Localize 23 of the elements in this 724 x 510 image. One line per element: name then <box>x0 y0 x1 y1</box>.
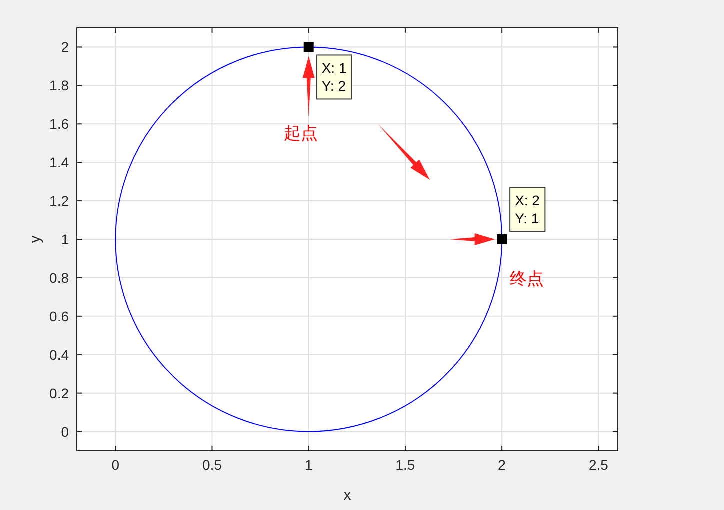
y-tick-label: 0.8 <box>50 270 70 286</box>
y-tick-label: 0.2 <box>50 385 70 402</box>
y-tick-label: 0 <box>61 424 70 440</box>
y-tick-label: 1.4 <box>50 154 70 171</box>
y-tick-label: 1.6 <box>50 116 70 132</box>
x-tick-label: 1.5 <box>396 457 416 473</box>
y-tick-label: 2 <box>61 39 70 56</box>
x-axis-title: x <box>344 487 352 504</box>
y-tick-label: 1 <box>61 232 70 248</box>
data-label: X: 2 Y: 1 <box>515 192 540 226</box>
annotation: 终点 <box>510 270 544 288</box>
x-tick-label: 0 <box>112 457 120 473</box>
x-tick-label: 0.5 <box>202 457 222 473</box>
data-label: X: 1 Y: 2 <box>322 60 347 94</box>
y-tick-label: 1.2 <box>50 193 70 210</box>
y-tick-label: 1.8 <box>50 78 70 94</box>
x-tick-label: 2 <box>498 457 506 473</box>
y-axis-title: y <box>27 235 44 244</box>
x-tick-label: 2.5 <box>588 457 609 473</box>
y-tick-label: 0.4 <box>50 346 70 363</box>
x-tick-label: 1 <box>304 457 313 473</box>
annotation: 起点 <box>284 124 318 144</box>
y-tick-label: 0.6 <box>50 308 70 324</box>
